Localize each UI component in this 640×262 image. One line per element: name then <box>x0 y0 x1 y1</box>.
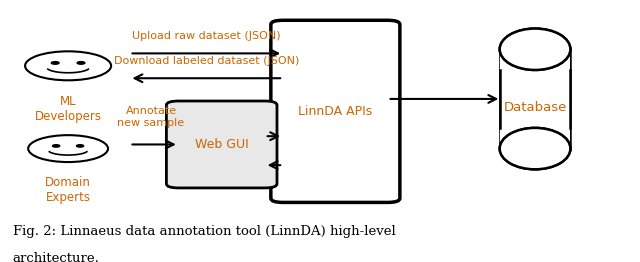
Text: LinnDA APIs: LinnDA APIs <box>298 105 372 118</box>
FancyBboxPatch shape <box>166 101 277 188</box>
Text: Fig. 2: Linnaeus data annotation tool (LinnDA) high-level: Fig. 2: Linnaeus data annotation tool (L… <box>13 225 396 238</box>
Ellipse shape <box>500 29 570 70</box>
Circle shape <box>25 51 111 80</box>
FancyBboxPatch shape <box>271 20 400 203</box>
Ellipse shape <box>500 29 570 70</box>
Text: ML
Developers: ML Developers <box>35 95 102 123</box>
Circle shape <box>52 145 60 147</box>
Circle shape <box>51 62 59 64</box>
Text: architecture.: architecture. <box>13 252 100 262</box>
Circle shape <box>77 62 85 64</box>
Ellipse shape <box>500 128 570 169</box>
Text: Web GUI: Web GUI <box>195 138 248 151</box>
Ellipse shape <box>500 128 570 169</box>
Text: Download labeled dataset (JSON): Download labeled dataset (JSON) <box>114 56 299 66</box>
Text: Domain
Experts: Domain Experts <box>45 176 91 204</box>
Text: Upload raw dataset (JSON): Upload raw dataset (JSON) <box>132 31 281 41</box>
Circle shape <box>28 135 108 162</box>
Circle shape <box>77 145 84 147</box>
Text: Annotate
new sample: Annotate new sample <box>118 106 184 128</box>
Text: Database: Database <box>503 101 567 114</box>
Bar <box>500 49 570 149</box>
